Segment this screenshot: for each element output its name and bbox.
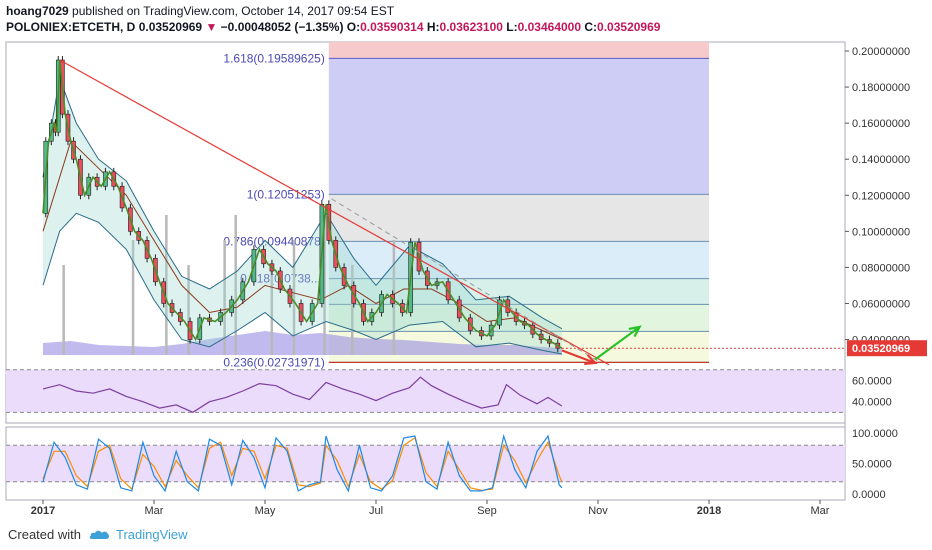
volume-spike-9 — [351, 265, 354, 355]
stoch-axis-label-1: 50.0000 — [852, 459, 892, 471]
fib-level-label-2: 0.786(0.09440878) — [223, 234, 324, 248]
last-price-tag — [847, 340, 927, 357]
volume-spike-3 — [187, 265, 190, 355]
volume-spike-2 — [165, 215, 168, 355]
volume-spike-0 — [62, 265, 65, 355]
tradingview-logo[interactable]: TradingView — [87, 527, 188, 542]
publish-line: hoang7029 published on TradingView.com, … — [6, 3, 926, 19]
time-axis-label-7: Mar — [811, 505, 830, 517]
arrow-up-shaft — [594, 326, 641, 361]
low-label: L: — [506, 20, 518, 34]
chart-canvas[interactable]: 1.618(0.19589625) 1(0.12051253) 0.786(0.09… — [0, 0, 932, 520]
bollinger-upper — [42, 76, 563, 330]
volume-area — [43, 331, 562, 355]
fib-zone-top — [328, 42, 709, 59]
stoch-axis-label-2: 0.0000 — [852, 489, 886, 501]
time-axis-label-4: Sep — [477, 505, 497, 517]
symbol-label: POLONIEX:ETCETH, D — [6, 20, 136, 34]
fib-level-label-6: 0.236(0.02731971) — [223, 355, 324, 369]
price-axis-label-3: 0.14000000 — [852, 154, 910, 166]
arrow-down-shaft — [561, 349, 596, 365]
ohlc-line: POLONIEX:ETCETH, D 0.03520969 ▼ −0.00048… — [6, 19, 926, 35]
time-axis-label-3: Jul — [369, 505, 383, 517]
arrow-up-head — [628, 325, 642, 338]
rsi-band — [6, 369, 845, 413]
trendline-dashed — [331, 198, 599, 362]
trendline — [59, 59, 610, 366]
low-value: 0.03464000 — [517, 20, 582, 34]
time-axis-label-6: 2018 — [697, 505, 721, 517]
moving-average-fast — [42, 59, 563, 349]
fib-zone-2 — [328, 241, 709, 279]
time-axis-label-1: Mar — [145, 505, 164, 517]
volume-spike-1 — [131, 240, 135, 355]
published-text: published on TradingView.com, October 14… — [72, 4, 395, 18]
time-axis-label-2: May — [255, 505, 276, 517]
price-axis-label-2: 0.16000000 — [852, 118, 910, 130]
moving-average-slow — [42, 140, 563, 340]
close-label: C: — [584, 20, 598, 34]
high-label: H: — [426, 20, 440, 34]
price-axis-label-5: 0.10000000 — [852, 226, 910, 238]
open-label: O: — [346, 20, 361, 34]
fib-level-label-0: 1.618(0.19589625) — [223, 51, 324, 65]
tradingview-brand-text: TradingView — [115, 526, 188, 542]
volume-spike-5 — [234, 215, 237, 355]
open-value: 0.03590314 — [360, 20, 424, 34]
author-name[interactable]: hoang7029 — [6, 4, 69, 18]
price-change: −0.00048052 (−1.35%) — [220, 20, 344, 34]
last-price: 0.03520969 — [138, 20, 203, 34]
stoch-axis-label-0: 100.0000 — [852, 428, 898, 440]
fib-zone-1 — [328, 194, 709, 242]
high-value: 0.03623100 — [439, 20, 503, 34]
cloud-icon — [89, 530, 110, 539]
price-axis-label-0: 0.20000000 — [852, 46, 910, 58]
volume-spike-7 — [292, 240, 296, 355]
time-axis-label-5: Nov — [588, 505, 608, 517]
stoch-band — [6, 445, 845, 482]
time-axis-label-0: 2017 — [31, 505, 55, 517]
footer: Created with TradingView — [8, 524, 188, 544]
chart-header: hoang7029 published on TradingView.com, … — [6, 3, 926, 35]
rsi-axis-label-0: 60.0000 — [852, 375, 892, 387]
price-axis-label-1: 0.18000000 — [852, 82, 910, 94]
rsi-line — [42, 376, 563, 413]
created-with-text: Created with — [8, 526, 81, 542]
change-arrow-icon: ▼ — [205, 20, 218, 34]
fib-zone-0 — [328, 58, 709, 195]
rsi-axis-label-1: 40.0000 — [852, 397, 892, 409]
stoch-k-line — [42, 433, 563, 493]
last-price-tag-label: 0.03520969 — [852, 343, 910, 355]
arrow-down-head — [584, 354, 598, 366]
volume-spike-6 — [270, 265, 274, 355]
bollinger-lower — [42, 212, 562, 355]
price-axis-label-7: 0.06000000 — [852, 298, 910, 310]
price-axis-label-4: 0.12000000 — [852, 190, 910, 202]
close-value: 0.03520969 — [597, 20, 661, 34]
price-axis-label-6: 0.08000000 — [852, 262, 910, 274]
volume-spike-8 — [323, 215, 326, 355]
volume-spike-4 — [223, 240, 226, 355]
fib-level-label-1: 1(0.12051253) — [247, 187, 325, 201]
fib-zone-4 — [328, 304, 709, 332]
